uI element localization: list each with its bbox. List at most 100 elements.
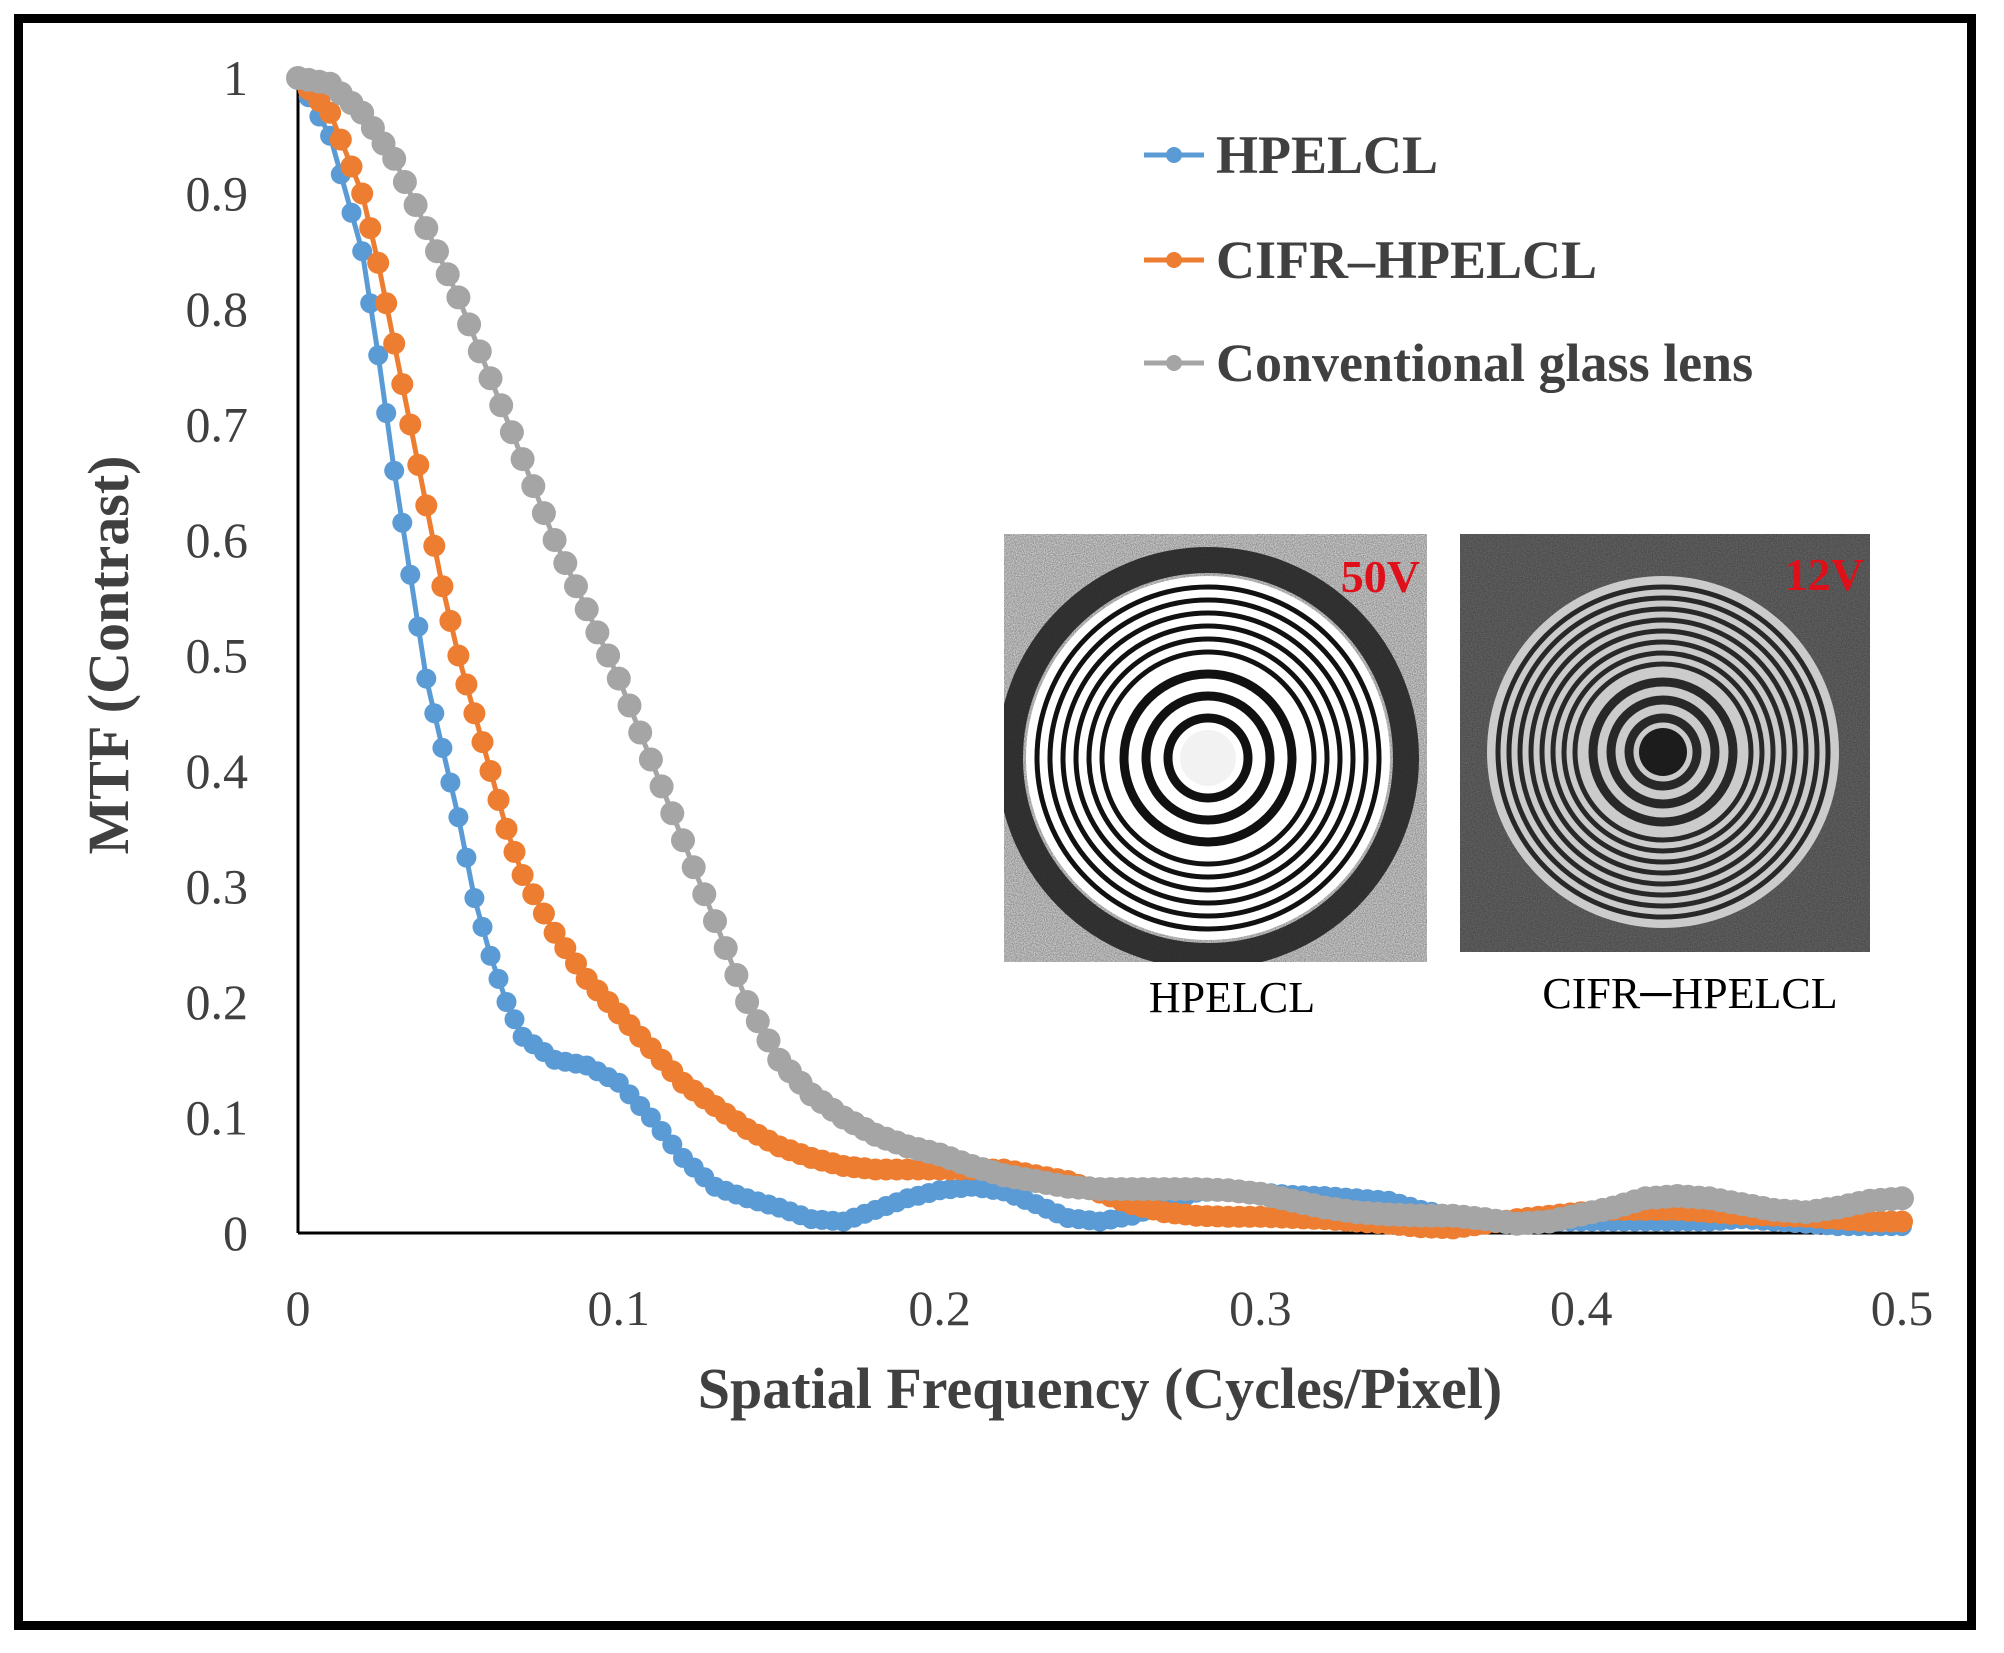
data-point — [400, 564, 421, 585]
data-point — [447, 644, 470, 667]
data-point — [440, 772, 461, 793]
y-tick-label: 0.7 — [186, 397, 249, 453]
data-point — [532, 902, 555, 925]
data-point — [319, 101, 342, 124]
data-point — [504, 1009, 525, 1030]
data-point — [375, 292, 398, 315]
y-tick-label: 0.6 — [186, 512, 249, 568]
data-point — [351, 182, 374, 205]
y-tick-label: 0.1 — [186, 1090, 249, 1146]
data-point — [407, 453, 430, 476]
legend-marker — [1166, 355, 1182, 371]
data-point — [703, 909, 727, 934]
data-point — [660, 801, 685, 826]
data-point — [628, 720, 653, 745]
data-point — [392, 512, 413, 533]
data-point — [383, 332, 406, 355]
data-point — [455, 673, 478, 696]
x-tick-label: 0.2 — [908, 1280, 971, 1336]
x-tick-label: 0.1 — [588, 1280, 651, 1336]
data-point — [724, 963, 749, 987]
x-tick-label: 0.4 — [1550, 1280, 1613, 1336]
data-point — [382, 146, 407, 171]
data-point — [479, 760, 502, 782]
data-point — [606, 666, 631, 691]
data-point — [496, 992, 517, 1012]
data-point — [596, 643, 621, 668]
y-tick-label: 1 — [223, 50, 248, 106]
data-point — [503, 840, 526, 863]
legend-entry-cifr-hpelcl[interactable]: CIFR–HPELCL — [1144, 230, 1597, 290]
data-point — [467, 339, 492, 364]
y-axis-title: MTF (Contrast) — [76, 456, 141, 855]
data-point — [480, 945, 501, 966]
data-point — [522, 883, 545, 906]
data-point — [435, 262, 460, 287]
data-point — [431, 575, 454, 598]
data-point — [554, 937, 577, 960]
data-point — [564, 574, 588, 599]
data-point — [439, 609, 462, 632]
legend-label: HPELCL — [1216, 125, 1438, 185]
data-point — [425, 239, 449, 264]
data-point — [617, 693, 642, 718]
legend-marker — [1166, 147, 1182, 163]
data-point — [531, 501, 556, 526]
data-point — [368, 345, 389, 366]
legend: HPELCL CIFR–HPELCL Conventional glass le… — [1144, 125, 1753, 393]
x-tick-label: 0 — [286, 1280, 311, 1336]
y-tick-label: 0.8 — [186, 281, 249, 337]
x-tick-label: 0.5 — [1871, 1280, 1934, 1336]
x-tick-labels: 0 0.1 0.2 0.3 0.4 0.5 — [286, 1280, 1934, 1336]
data-point — [510, 447, 535, 472]
data-point — [456, 847, 477, 868]
legend-entry-hpelcl[interactable]: HPELCL — [1144, 125, 1438, 185]
series-conventional-glass-lens — [286, 66, 1914, 1236]
data-point — [543, 921, 566, 944]
legend-label: CIFR–HPELCL — [1216, 230, 1597, 290]
data-point — [638, 747, 663, 772]
data-point — [735, 990, 760, 1014]
data-point — [432, 737, 453, 758]
data-point — [367, 251, 390, 274]
data-point — [574, 597, 599, 622]
data-point — [521, 474, 546, 499]
data-point — [392, 170, 417, 194]
data-point — [649, 774, 674, 799]
data-point — [681, 855, 706, 880]
data-point — [329, 128, 352, 151]
data-point — [384, 460, 405, 481]
data-point — [1890, 1186, 1914, 1211]
data-point — [553, 551, 578, 576]
data-point — [472, 916, 493, 937]
data-point — [499, 420, 524, 445]
data-point — [495, 817, 518, 840]
data-point — [511, 864, 534, 886]
data-point — [1891, 1210, 1913, 1233]
data-point — [399, 413, 422, 436]
data-point — [662, 1134, 683, 1155]
x-axis-title: Spatial Frequency (Cycles/Pixel) — [698, 1356, 1502, 1421]
data-point — [457, 312, 482, 337]
series-layer — [286, 66, 1914, 1240]
data-point — [340, 155, 363, 178]
data-point — [403, 193, 428, 217]
y-tick-label: 0 — [223, 1205, 248, 1261]
data-point — [415, 494, 438, 517]
inset-voltage-label: 12V — [1785, 549, 1864, 600]
y-tick-label: 0.4 — [186, 743, 249, 799]
inset-caption: HPELCL — [1149, 973, 1315, 1022]
data-point — [565, 952, 587, 975]
legend-entry-conventional-glass-lens[interactable]: Conventional glass lens — [1144, 333, 1753, 393]
data-point — [352, 241, 373, 262]
y-tick-label: 0.2 — [186, 974, 249, 1030]
inset-caption: CIFR─HPELCL — [1542, 969, 1837, 1018]
data-point — [376, 403, 397, 423]
inset-voltage-label: 50V — [1341, 551, 1420, 602]
data-point — [414, 216, 439, 241]
data-point — [745, 1009, 770, 1034]
y-tick-label: 0.9 — [186, 166, 249, 222]
data-point — [585, 620, 610, 645]
data-point — [416, 668, 437, 689]
legend-label: Conventional glass lens — [1216, 333, 1753, 393]
